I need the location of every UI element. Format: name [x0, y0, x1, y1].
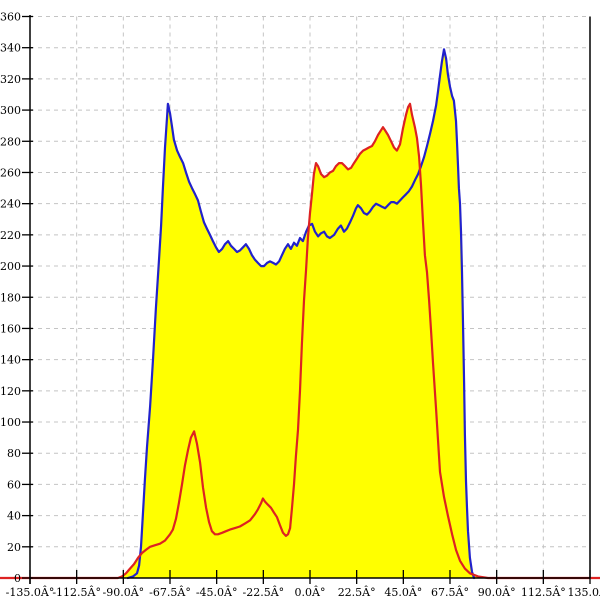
y-axis-labels: 0 20 40 60 80 100 120 140 160 180 200 220 240 260 280 3… [0, 11, 21, 586]
x-axis-labels: -135.0Â°-112.5Â° -90.0Â° -67.5Â° -45.0Â° -22… [6, 585, 600, 599]
svg-text:60: 60 [7, 478, 21, 491]
svg-text:360: 360 [0, 11, 21, 24]
svg-text:80: 80 [7, 447, 21, 460]
svg-text:-135.0Â°: -135.0Â° [6, 585, 55, 599]
svg-text:260: 260 [0, 167, 21, 180]
svg-text:100: 100 [0, 416, 21, 429]
blue-curve [126, 48, 476, 580]
area-fill [0, 49, 600, 579]
svg-text:112.5Â°: 112.5Â° [521, 585, 566, 599]
svg-text:-90.0Â°: -90.0Â° [103, 585, 145, 599]
svg-text:90.0Â°: 90.0Â° [478, 585, 516, 599]
svg-text:180: 180 [0, 291, 21, 304]
red-curve [0, 102, 600, 580]
svg-text:20: 20 [7, 541, 21, 554]
svg-text:-45.0Â°: -45.0Â° [196, 585, 238, 599]
svg-text:220: 220 [0, 229, 21, 242]
x-axis-ticks [29, 570, 591, 584]
svg-text:340: 340 [0, 42, 21, 55]
svg-text:67.5Â°: 67.5Â° [431, 585, 469, 599]
svg-text:300: 300 [0, 104, 21, 117]
svg-text:120: 120 [0, 385, 21, 398]
svg-text:45.0Â°: 45.0Â° [384, 585, 422, 599]
svg-text:-67.5Â°: -67.5Â° [149, 585, 191, 599]
svg-text:160: 160 [0, 322, 21, 335]
svg-text:240: 240 [0, 198, 21, 211]
svg-text:280: 280 [0, 135, 21, 148]
svg-text:200: 200 [0, 260, 21, 273]
svg-text:140: 140 [0, 354, 21, 367]
svg-text:22.5Â°: 22.5Â° [338, 585, 376, 599]
svg-text:135.0Â°: 135.0Â° [568, 585, 600, 599]
svg-text:-22.5Â°: -22.5Â° [243, 585, 285, 599]
svg-text:0.0Â°: 0.0Â° [295, 585, 326, 599]
svg-text:0: 0 [14, 572, 21, 585]
y-axis-ticks [22, 15, 33, 579]
svg-text:40: 40 [7, 510, 21, 523]
svg-text:320: 320 [0, 73, 21, 86]
svg-text:-112.5Â°: -112.5Â° [52, 585, 101, 599]
